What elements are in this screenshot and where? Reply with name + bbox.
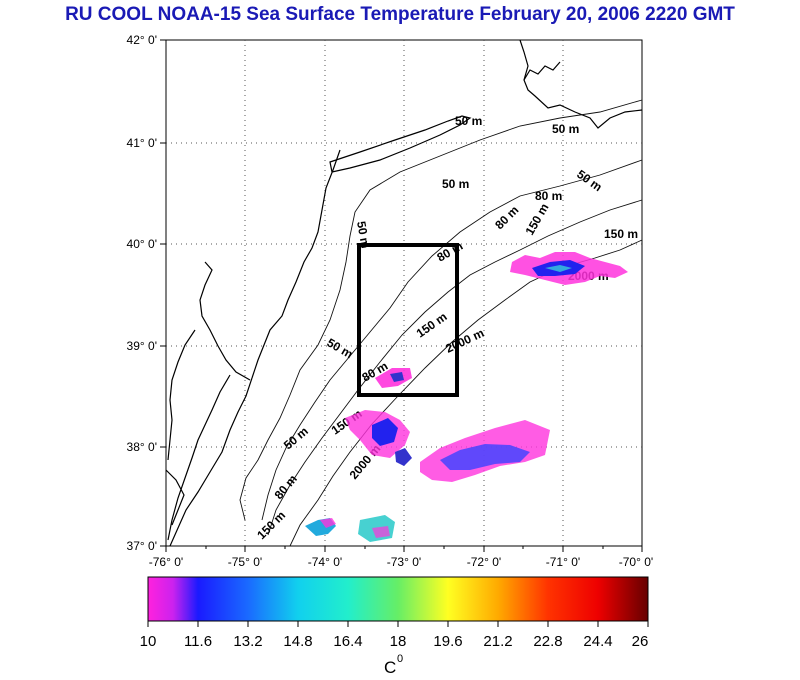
study-area-box: [357, 243, 459, 397]
colorbar-tick-label: 16.4: [333, 633, 362, 650]
lon-label: -70° 0': [619, 555, 653, 569]
lat-label: 41° 0': [127, 136, 157, 150]
colorbar-ticks: [147, 621, 649, 627]
colorbar-tick-label: 26: [632, 633, 649, 650]
colorbar-tick-label: 21.2: [483, 633, 512, 650]
lat-label: 40° 0': [127, 237, 157, 251]
isobath-label: 80 m: [535, 189, 562, 203]
colorbar-tick-label: 24.4: [583, 633, 612, 650]
isobath-label: 50 m: [354, 220, 373, 249]
colorbar-tick-label: 11.6: [184, 633, 212, 650]
colorbar-unit-superscript: 0: [397, 653, 403, 665]
colorbar-tick-label: 10: [140, 633, 157, 650]
coastline: [165, 39, 643, 547]
lon-label: -76° 0': [149, 555, 183, 569]
lat-label: 39° 0': [127, 339, 157, 353]
sst-data-patches: [305, 252, 628, 542]
lon-label: -71° 0': [546, 555, 580, 569]
lon-label: -73° 0': [387, 555, 421, 569]
lon-label: -75° 0': [228, 555, 262, 569]
colorbar-tick-label: 19.6: [433, 633, 462, 650]
lon-label: -74° 0': [308, 555, 342, 569]
colorbar-tick-label: 22.8: [533, 633, 562, 650]
colorbar-tick-label: 14.8: [283, 633, 312, 650]
colorbar-tick-label: 18: [390, 633, 407, 650]
isobath-label: 150 m: [604, 227, 638, 241]
axis-ticks: [160, 39, 643, 552]
isobath-label: 50 m: [552, 122, 579, 136]
isobath-label: 50 m: [442, 177, 469, 191]
lat-label: 38° 0': [127, 440, 157, 454]
lat-label: 37° 0': [127, 539, 157, 553]
colorbar-tick-label: 13.2: [233, 633, 262, 650]
page-title: RU COOL NOAA-15 Sea Surface Temperature …: [65, 4, 735, 25]
lon-label: -72° 0': [467, 555, 501, 569]
colorbar: [147, 576, 649, 622]
colorbar-unit-label: C: [384, 658, 396, 677]
lat-label: 42° 0': [127, 33, 157, 47]
isobath-label: 50 m: [455, 114, 482, 128]
